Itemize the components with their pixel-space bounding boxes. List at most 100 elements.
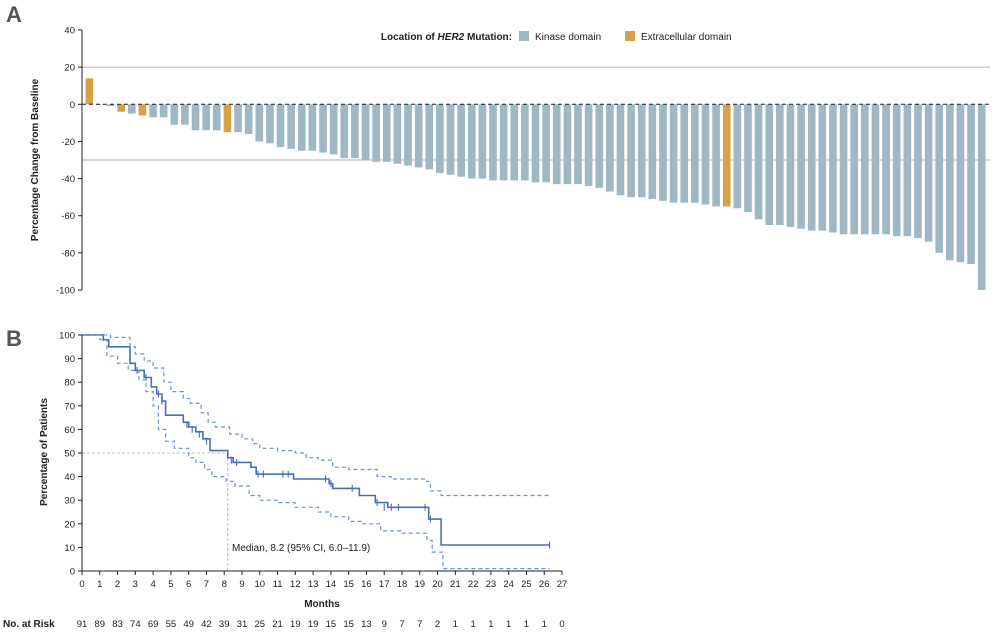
waterfall-bar bbox=[733, 104, 742, 209]
legend: Location of HER2 Mutation: Kinase domain… bbox=[381, 31, 732, 43]
waterfall-bar bbox=[319, 104, 327, 153]
waterfall-bar bbox=[797, 104, 805, 229]
waterfall-bar bbox=[818, 104, 827, 231]
risk-count: 19 bbox=[308, 619, 319, 630]
km-y-tick-label: 60 bbox=[64, 425, 75, 436]
waterfall-bar bbox=[191, 104, 200, 131]
km-x-tick-label: 20 bbox=[432, 579, 443, 590]
waterfall-bar bbox=[595, 104, 604, 188]
waterfall-bar bbox=[691, 104, 699, 203]
km-x-tick-label: 3 bbox=[133, 579, 138, 590]
waterfall-bar bbox=[765, 104, 774, 225]
waterfall-bar bbox=[467, 104, 476, 179]
waterfall-bar bbox=[669, 104, 678, 203]
waterfall-bar bbox=[276, 104, 285, 147]
risk-count: 7 bbox=[417, 619, 422, 630]
waterfall-bar bbox=[659, 104, 667, 201]
risk-count: 25 bbox=[254, 619, 265, 630]
panel-b-letter: B bbox=[6, 326, 22, 351]
waterfall-bar bbox=[542, 104, 550, 183]
waterfall-bar bbox=[627, 104, 635, 198]
km-x-tick-label: 25 bbox=[521, 579, 532, 590]
waterfall-bar bbox=[297, 104, 306, 151]
waterfall-bar bbox=[223, 104, 232, 133]
waterfall-bar bbox=[977, 104, 986, 290]
waterfall-bar bbox=[574, 104, 582, 185]
y-tick-label: -20 bbox=[61, 137, 75, 148]
risk-count: 83 bbox=[112, 619, 123, 630]
risk-count: 7 bbox=[399, 619, 404, 630]
waterfall-bar bbox=[149, 104, 157, 118]
waterfall-bars bbox=[82, 78, 990, 290]
risk-count: 21 bbox=[272, 619, 283, 630]
risk-count: 15 bbox=[343, 619, 354, 630]
km-x-tick-label: 7 bbox=[204, 579, 209, 590]
waterfall-bar bbox=[552, 104, 561, 185]
waterfall-bar bbox=[393, 104, 402, 164]
km-x-tick-label: 9 bbox=[239, 579, 244, 590]
waterfall-bar bbox=[712, 104, 720, 207]
waterfall-bar bbox=[616, 104, 625, 196]
risk-count: 91 bbox=[77, 619, 88, 630]
waterfall-bar bbox=[924, 104, 933, 242]
waterfall-bar bbox=[159, 104, 168, 118]
waterfall-bar bbox=[361, 104, 370, 160]
waterfall-bar bbox=[829, 104, 837, 233]
y-tick-label: 40 bbox=[64, 26, 75, 37]
km-x-tick-label: 5 bbox=[168, 579, 173, 590]
waterfall-bar bbox=[478, 104, 487, 179]
waterfall-bar bbox=[436, 104, 444, 173]
waterfall-bar bbox=[903, 104, 912, 237]
risk-count: 1 bbox=[542, 619, 547, 630]
km-x-tick-label: 2 bbox=[115, 579, 120, 590]
legend-label-kinase: Kinase domain bbox=[535, 32, 601, 43]
waterfall-bar bbox=[181, 104, 189, 125]
km-x-tick-label: 13 bbox=[308, 579, 319, 590]
median-guides bbox=[82, 452, 229, 571]
waterfall-bar bbox=[170, 104, 179, 125]
legend-swatch-kinase bbox=[519, 31, 529, 41]
waterfall-bar bbox=[680, 104, 689, 203]
x-axis-title: Months bbox=[304, 599, 340, 610]
waterfall-bar bbox=[892, 104, 901, 237]
y-axis-title-km: Percentage of Patients bbox=[39, 398, 50, 506]
waterfall-bar bbox=[234, 104, 242, 133]
risk-count: 1 bbox=[470, 619, 475, 630]
y-tick-label: -60 bbox=[61, 211, 75, 222]
waterfall-bar bbox=[637, 104, 646, 198]
waterfall-bar bbox=[839, 104, 848, 235]
km-y-tick-label: 90 bbox=[64, 354, 75, 365]
km-y-tick-label: 20 bbox=[64, 519, 75, 530]
waterfall-bar bbox=[914, 104, 922, 238]
waterfall-bar bbox=[499, 104, 508, 181]
waterfall-bar bbox=[744, 104, 752, 212]
panel-a-letter: A bbox=[6, 2, 22, 27]
legend-title: Location of HER2 Mutation: bbox=[381, 32, 512, 43]
waterfall-bar bbox=[531, 104, 540, 183]
km-x-tick-label: 14 bbox=[326, 579, 337, 590]
waterfall-bar bbox=[138, 104, 147, 116]
waterfall-bar bbox=[372, 104, 380, 162]
waterfall-bar bbox=[967, 104, 975, 264]
y-tick-label: 20 bbox=[64, 63, 75, 74]
y-axis-title: Percentage Change from Baseline bbox=[30, 78, 41, 241]
km-y-tick-label: 40 bbox=[64, 472, 75, 483]
waterfall-bar bbox=[871, 104, 880, 235]
waterfall-bar bbox=[202, 104, 210, 131]
median-annotation: Median, 8.2 (95% CI, 6.0–11.9) bbox=[232, 543, 370, 554]
risk-count: 9 bbox=[382, 619, 387, 630]
y-tick-label: 0 bbox=[70, 100, 75, 111]
km-y-tick-label: 0 bbox=[70, 567, 75, 578]
waterfall-bar bbox=[956, 104, 965, 263]
waterfall-bar bbox=[521, 104, 529, 181]
km-x-tick-label: 17 bbox=[379, 579, 390, 590]
waterfall-chart: 40 20 0 -20 -40 -60 -80 -100 Percentage Change … bbox=[30, 26, 990, 297]
risk-count: 69 bbox=[148, 619, 159, 630]
km-x-tick-label: 21 bbox=[450, 579, 461, 590]
km-x-tick-label: 11 bbox=[273, 579, 283, 590]
risk-count: 1 bbox=[524, 619, 529, 630]
waterfall-bar bbox=[340, 104, 349, 159]
y-tick-label: -100 bbox=[56, 286, 75, 297]
waterfall-bar bbox=[935, 104, 944, 253]
risk-count: 55 bbox=[166, 619, 177, 630]
